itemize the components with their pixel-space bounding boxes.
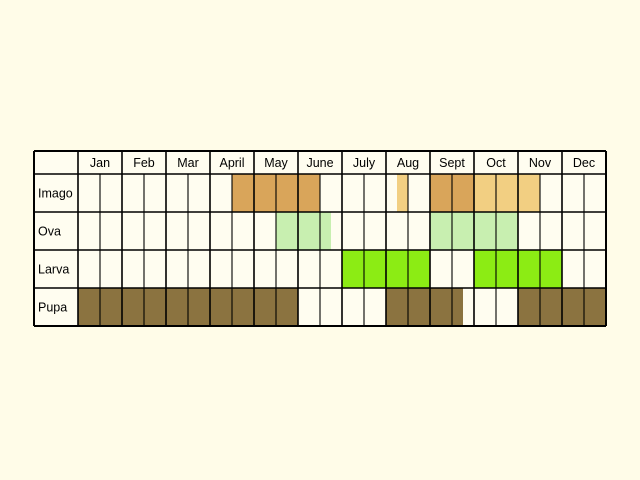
month-label-nov: Nov	[529, 156, 552, 170]
row-label-larva: Larva	[38, 263, 69, 277]
span-imago-1	[397, 174, 408, 212]
month-label-sept: Sept	[439, 156, 465, 170]
month-label-oct: Oct	[486, 156, 506, 170]
month-label-april: April	[219, 156, 244, 170]
month-label-jan: Jan	[90, 156, 110, 170]
month-label-may: May	[264, 156, 288, 170]
grid-layer	[33, 150, 607, 327]
span-imago-3	[474, 174, 540, 212]
month-label-dec: Dec	[573, 156, 595, 170]
month-label-aug: Aug	[397, 156, 419, 170]
month-label-mar: Mar	[177, 156, 199, 170]
month-label-feb: Feb	[133, 156, 155, 170]
row-label-imago: Imago	[38, 187, 73, 201]
span-ova-0	[276, 212, 331, 250]
row-label-ova: Ova	[38, 225, 61, 239]
labels-layer: Jan Feb Mar April May June July Aug Sept Oct Nov De…	[38, 156, 595, 315]
month-label-june: June	[306, 156, 333, 170]
month-label-july: July	[353, 156, 376, 170]
span-pupa-1	[386, 288, 463, 326]
row-label-pupa: Pupa	[38, 301, 67, 315]
